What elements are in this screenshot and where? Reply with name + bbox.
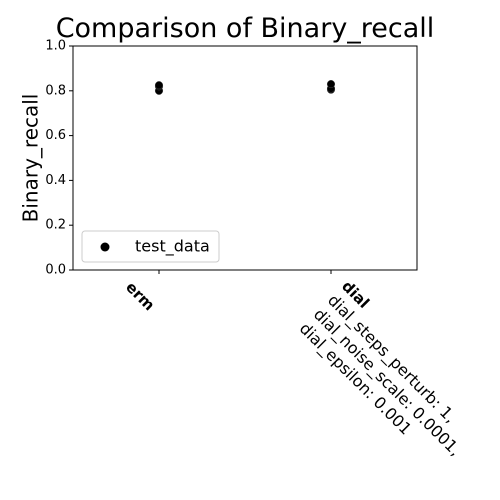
data-point	[154, 81, 164, 90]
y-tick-label: 1.0	[45, 39, 66, 54]
y-tick-label: 0.0	[45, 263, 66, 278]
legend-label: test_data	[135, 237, 210, 257]
data-point	[326, 80, 336, 89]
x-tick-label: dialdial_steps_perturb: 1,dial_noise_sca…	[295, 277, 492, 474]
y-tick-label: 0.2	[45, 218, 66, 233]
chart-title: Comparison of Binary_recall	[56, 13, 435, 44]
y-tick-label: 0.6	[45, 128, 66, 143]
x-tick-label-line: erm	[122, 278, 158, 314]
y-tick-label: 0.8	[45, 83, 66, 98]
x-tick-label: erm	[122, 278, 158, 314]
legend-marker	[100, 242, 110, 252]
y-tick-label: 0.4	[45, 173, 66, 188]
y-axis-label: Binary_recall	[19, 94, 43, 223]
x-tick-label-line: dial_noise_scale: 0.0001,	[309, 305, 465, 461]
plot-frame	[72, 45, 418, 271]
legend-box	[81, 230, 220, 263]
